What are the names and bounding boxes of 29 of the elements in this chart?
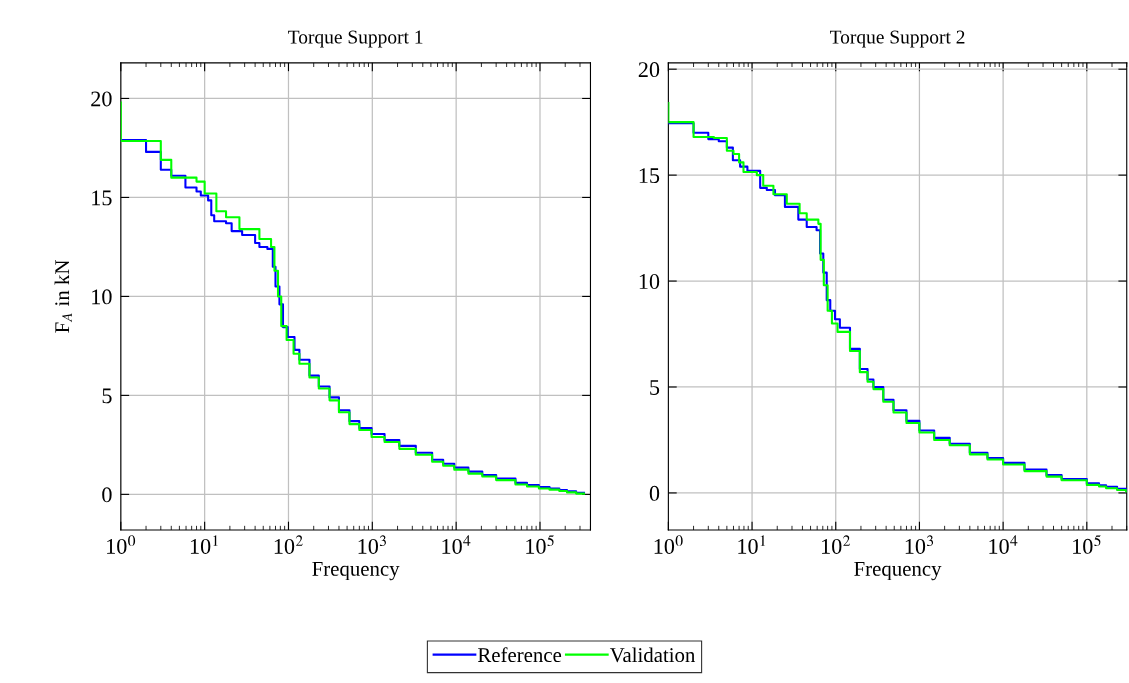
x-tick-label: 10$^{4}$ <box>989 535 1018 554</box>
x-tick-label: 10$^{2}$ <box>822 535 851 554</box>
x-tick-label: 10$^{2}$ <box>274 535 303 554</box>
chart-title: Torque Support 2 <box>830 30 965 48</box>
legend-label: Validation <box>609 647 696 663</box>
x-axis-title: Frequency <box>854 562 942 581</box>
y-tick-label: 5 <box>102 388 112 404</box>
x-tick-label: 10$^{5}$ <box>526 535 554 554</box>
legend-label: Reference <box>477 647 562 663</box>
y-tick-label: 10 <box>639 273 660 289</box>
x-tick-label: 10$^{3}$ <box>358 535 386 554</box>
y-axis-title: F$_{A}$ in kN <box>54 260 72 333</box>
y-tick-label: 5 <box>650 380 660 395</box>
y-tick-label: 20 <box>638 62 660 78</box>
y-tick-label: 0 <box>102 487 112 503</box>
x-tick-label: 10$^{4}$ <box>442 535 471 554</box>
x-tick-label: 10$^{3}$ <box>905 535 934 554</box>
x-axis-title: Frequency <box>312 562 400 581</box>
x-tick-label: 10$^{1}$ <box>738 535 766 554</box>
x-tick-label: 10$^{5}$ <box>1073 535 1101 554</box>
y-tick-label: 0 <box>649 485 660 501</box>
x-tick-label: 10$^{0}$ <box>654 535 683 554</box>
chart-title: Torque Support 1 <box>288 30 423 48</box>
x-tick-label: 10$^{0}$ <box>107 535 136 554</box>
y-tick-label: 15 <box>92 190 112 206</box>
y-tick-label: 15 <box>639 168 660 184</box>
x-tick-label: 10$^{1}$ <box>190 535 218 554</box>
y-tick-label: 20 <box>91 91 112 107</box>
y-tick-label: 10 <box>92 289 112 305</box>
